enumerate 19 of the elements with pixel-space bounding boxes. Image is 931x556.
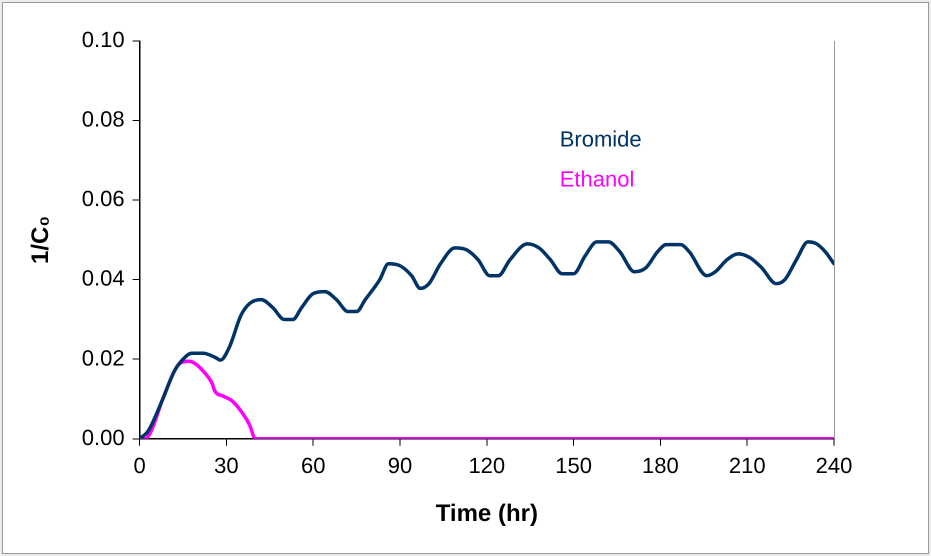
- x-tick-label: 60: [300, 453, 326, 478]
- y-axis-title: 1/C₀: [27, 216, 54, 264]
- text: Bromide: [560, 126, 642, 152]
- y-tick-label: 0.04: [82, 266, 125, 291]
- y-tick-label: 0.06: [82, 186, 125, 212]
- text: Ethanol: [560, 166, 634, 192]
- x-tick-label: 0: [133, 453, 146, 478]
- x-tick-label: 90: [388, 453, 412, 478]
- x-tick-label: 180: [642, 453, 679, 478]
- x-tick-label: 240: [816, 453, 852, 478]
- y-tick-label: 0.00: [82, 424, 125, 450]
- x-axis-title: Time (hr): [436, 500, 538, 528]
- y-tick-label: 0.08: [82, 106, 125, 132]
- x-tick-label: 120: [468, 453, 506, 478]
- y-tick-label: 0.02: [82, 345, 125, 370]
- x-tick-label: 210: [728, 453, 766, 478]
- y-tick-label: 0.10: [82, 27, 125, 52]
- x-tick-label: 150: [555, 453, 592, 478]
- x-tick-label: 30: [214, 453, 239, 478]
